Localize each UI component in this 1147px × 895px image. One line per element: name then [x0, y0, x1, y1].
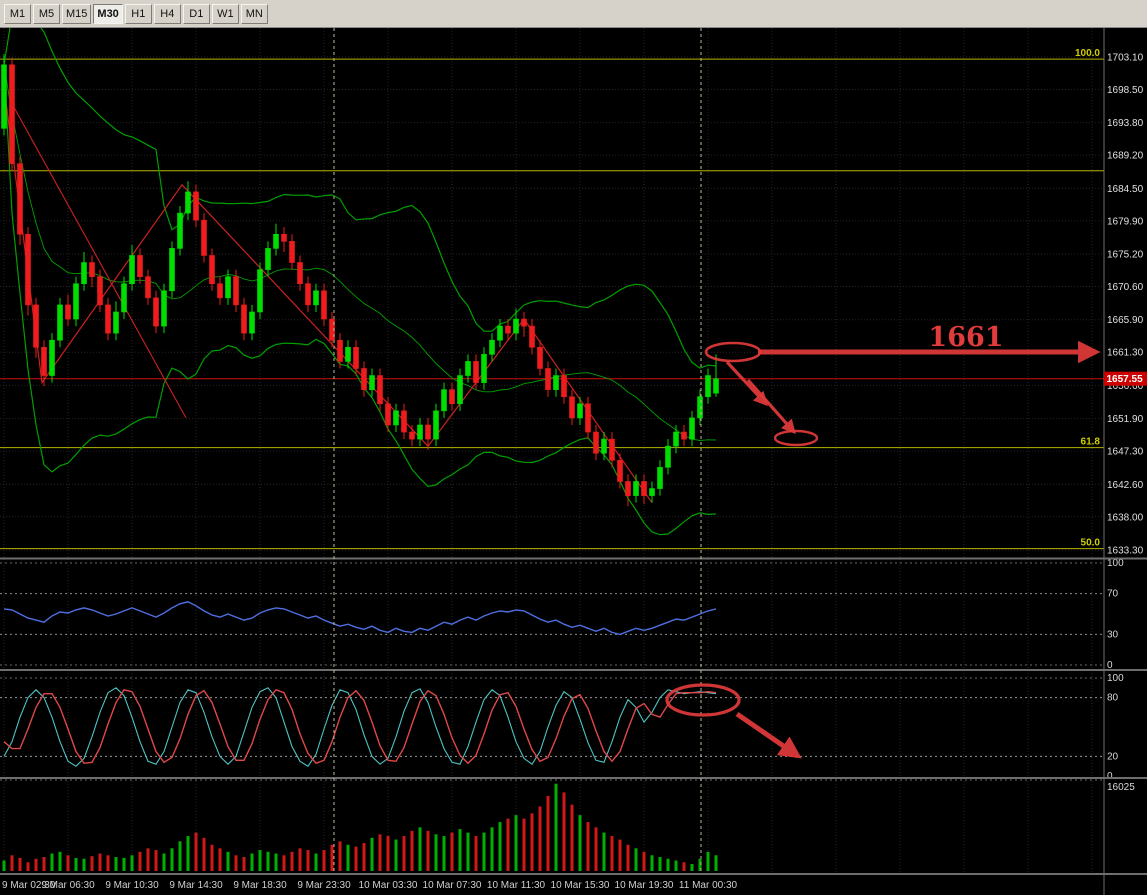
svg-text:1665.90: 1665.90 — [1107, 315, 1144, 326]
price-chart[interactable]: 100.0 61.8 50.0 100 70 30 0 100 80 20 0 16025 17… — [0, 28, 1147, 895]
stochastic-panel: 100 80 20 0 — [0, 673, 1124, 782]
svg-text:100: 100 — [1107, 558, 1124, 569]
svg-text:0: 0 — [1107, 660, 1113, 671]
svg-text:1642.60: 1642.60 — [1107, 480, 1144, 491]
svg-text:1651.90: 1651.90 — [1107, 414, 1144, 425]
svg-text:1647.30: 1647.30 — [1107, 447, 1144, 458]
time-axis[interactable]: 9 Mar 02:309 Mar 06:30 9 Mar 10:30 9 Mar 1… — [2, 880, 738, 891]
svg-text:1693.80: 1693.80 — [1107, 118, 1144, 129]
svg-text:16025: 16025 — [1107, 782, 1135, 793]
svg-text:80: 80 — [1107, 693, 1119, 704]
svg-text:1675.20: 1675.20 — [1107, 250, 1144, 261]
svg-text:1689.20: 1689.20 — [1107, 151, 1144, 162]
drawn-annotations[interactable]: 1661 — [665, 322, 1101, 759]
svg-text:1633.30: 1633.30 — [1107, 545, 1144, 556]
svg-text:1698.50: 1698.50 — [1107, 85, 1144, 96]
svg-text:1661.30: 1661.30 — [1107, 348, 1144, 359]
svg-text:9 Mar 14:30: 9 Mar 14:30 — [169, 880, 223, 891]
timeframe-button-d1[interactable]: D1 — [182, 3, 210, 24]
svg-text:10 Mar 07:30: 10 Mar 07:30 — [423, 880, 482, 891]
chart-background — [0, 28, 1147, 895]
timeframe-button-m15[interactable]: M15 — [62, 3, 92, 24]
timeframe-button-h1[interactable]: H1 — [124, 3, 152, 24]
candlesticks — [1, 54, 719, 507]
timeframe-button-h4[interactable]: H4 — [153, 3, 181, 24]
svg-text:100: 100 — [1107, 673, 1124, 684]
svg-text:1656.60: 1656.60 — [1107, 381, 1144, 392]
timeframe-button-m30[interactable]: M30 — [93, 3, 123, 24]
svg-text:70: 70 — [1107, 589, 1119, 600]
timeframe-button-m1[interactable]: M1 — [4, 3, 31, 24]
svg-text:9 Mar 02:30: 9 Mar 02:30 — [2, 880, 56, 891]
svg-text:11 Mar 00:30: 11 Mar 00:30 — [679, 880, 738, 891]
svg-text:10 Mar 19:30: 10 Mar 19:30 — [615, 880, 674, 891]
timeframe-button-w1[interactable]: W1 — [211, 3, 239, 24]
svg-text:9 Mar 10:30: 9 Mar 10:30 — [105, 880, 159, 891]
svg-text:9 Mar 23:30: 9 Mar 23:30 — [297, 880, 351, 891]
svg-text:10 Mar 03:30: 10 Mar 03:30 — [359, 880, 418, 891]
svg-text:61.8: 61.8 — [1081, 437, 1101, 448]
svg-text:9 Mar 18:30: 9 Mar 18:30 — [233, 880, 287, 891]
timeframe-toolbar: M1 M5 M15 M30 H1 H4 D1 W1 MN — [0, 0, 1147, 28]
timeframe-button-m5[interactable]: M5 — [33, 3, 60, 24]
svg-text:0: 0 — [1107, 771, 1113, 782]
svg-text:10 Mar 11:30: 10 Mar 11:30 — [487, 880, 546, 891]
panel-separators[interactable] — [0, 28, 1147, 895]
svg-text:1670.60: 1670.60 — [1107, 282, 1144, 293]
svg-text:20: 20 — [1107, 751, 1119, 762]
svg-text:1657.55: 1657.55 — [1107, 374, 1144, 385]
svg-text:50.0: 50.0 — [1081, 538, 1101, 549]
svg-text:30: 30 — [1107, 629, 1119, 640]
rsi-panel: 100 70 30 0 — [0, 558, 1124, 671]
grid — [0, 28, 1104, 873]
timeframe-button-mn[interactable]: MN — [240, 3, 268, 24]
price-scale[interactable]: 1703.10 1698.50 1693.80 1689.20 1684.50 1679.… — [1104, 53, 1147, 557]
svg-text:9 Mar 06:30: 9 Mar 06:30 — [41, 880, 95, 891]
horizontal-level-lines: 100.0 61.8 50.0 — [0, 48, 1104, 550]
svg-text:10 Mar 15:30: 10 Mar 15:30 — [551, 880, 610, 891]
svg-text:1661: 1661 — [928, 322, 1003, 353]
svg-text:1684.50: 1684.50 — [1107, 184, 1144, 195]
volume-panel: 16025 — [0, 779, 1135, 871]
svg-text:1679.90: 1679.90 — [1107, 216, 1144, 227]
svg-text:1703.10: 1703.10 — [1107, 53, 1144, 64]
svg-text:100.0: 100.0 — [1075, 48, 1100, 59]
svg-text:1638.00: 1638.00 — [1107, 512, 1144, 523]
